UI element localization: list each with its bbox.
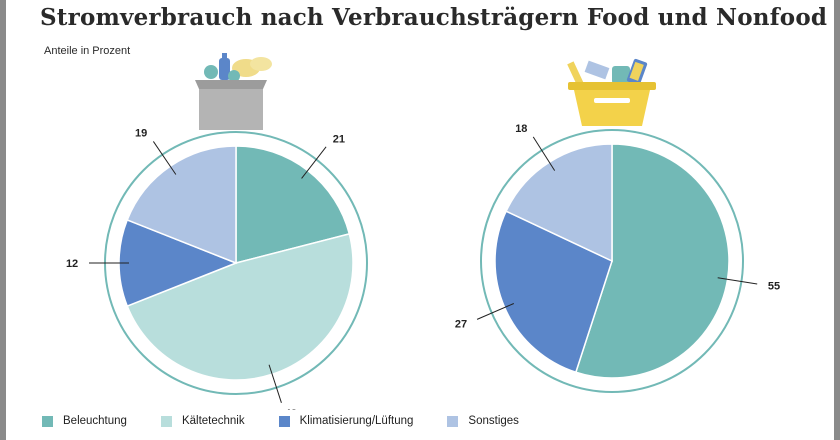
legend-swatch	[278, 415, 290, 427]
slice-value-label: 21	[333, 133, 345, 145]
legend-label: Kältetechnik	[181, 415, 245, 427]
legend-item-sonstiges: Sonstiges	[447, 415, 519, 427]
pie-chart-nonfood: 55 27 18	[455, 123, 780, 393]
leader-line	[152, 141, 177, 175]
legend-item-klimatisierung: Klimatisierung/Lüftung	[278, 415, 414, 427]
slice-value-label: 19	[135, 127, 147, 139]
nonfood-basket-icon	[567, 58, 656, 126]
pie-charts-canvas: 21 48 12 19 55 27 18	[66, 53, 780, 410]
slice-value-label: 12	[66, 258, 78, 270]
legend-label: Sonstiges	[468, 415, 519, 427]
pie-outer-ring	[480, 129, 744, 393]
legend-label: Klimatisierung/Lüftung	[299, 415, 414, 427]
food-shopping-bag-icon	[195, 53, 272, 130]
legend-item-kaeltetechnik: Kältetechnik	[160, 415, 245, 427]
slice-value-label: 55	[768, 281, 780, 293]
legend-item-beleuchtung: Beleuchtung	[42, 415, 127, 427]
legend-swatch	[42, 415, 53, 427]
legend-swatch	[447, 415, 459, 427]
chart-subtitle: Anteile in Prozent	[44, 45, 131, 57]
leader-line	[268, 364, 282, 403]
slice-value-label: 18	[515, 123, 527, 135]
leader-line	[476, 303, 514, 320]
leader-line	[301, 146, 327, 179]
leader-line	[532, 136, 556, 171]
leader-line	[717, 277, 758, 285]
slice-value-label: 27	[455, 319, 467, 331]
legend-swatch	[160, 415, 172, 427]
legend: Beleuchtung Kältetechnik Klimatisierung/…	[42, 415, 519, 427]
chart-title: Stromverbrauch nach Verbrauchsträgern Fo…	[40, 4, 828, 31]
legend-label: Beleuchtung	[63, 415, 127, 427]
slice-value-label: 48	[285, 408, 297, 410]
pie-chart-food: 21 48 12 19	[66, 127, 368, 410]
